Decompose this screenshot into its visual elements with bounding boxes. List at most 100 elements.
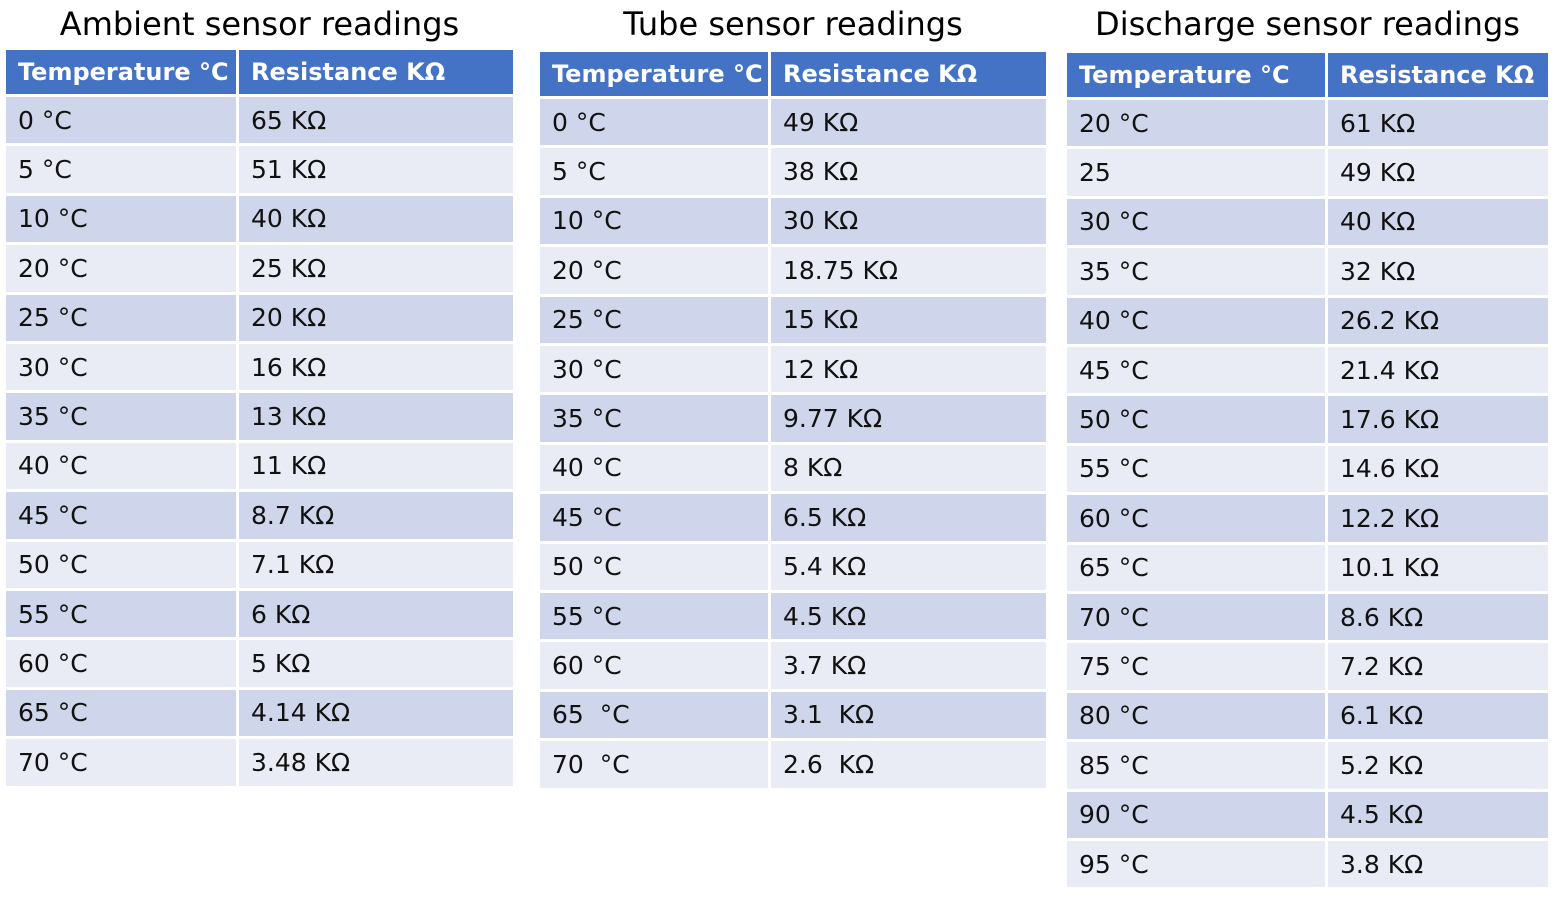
table-cell: 4.5 KΩ: [771, 593, 1046, 640]
table-cell: 6.1 KΩ: [1328, 692, 1548, 740]
header-cell: Temperature °C: [540, 52, 768, 96]
table-cell: 50 °C: [1067, 396, 1325, 443]
table-cell: 45 °C: [540, 494, 768, 541]
table-cell: 32 KΩ: [1328, 248, 1548, 295]
table-cell: 7.1 KΩ: [239, 541, 513, 588]
table-cell: 40 °C: [540, 444, 768, 492]
table-cell: 40 KΩ: [239, 195, 513, 243]
table-cell: 20 KΩ: [239, 294, 513, 341]
table-block: Ambient sensor readings Temperature °C Res…: [6, 0, 513, 899]
table-cell: 40 KΩ: [1328, 198, 1548, 246]
table-cell: 50 °C: [540, 543, 768, 590]
table-title: Discharge sensor readings: [1095, 5, 1520, 43]
table-cell: 13 KΩ: [239, 393, 513, 440]
table-cell: 5 KΩ: [239, 640, 513, 687]
table-cell: 90 °C: [1067, 791, 1325, 838]
table-cell: 5.4 KΩ: [771, 543, 1046, 590]
table-cell: 26.2 KΩ: [1328, 297, 1548, 344]
table-cell: 60 °C: [1067, 495, 1325, 542]
header-cell: Resistance KΩ: [771, 52, 1046, 96]
table-cell: 45 °C: [6, 492, 236, 539]
table-cell: 6 KΩ: [239, 591, 513, 638]
table-cell: 8 KΩ: [771, 444, 1046, 492]
table-cell: 8.7 KΩ: [239, 492, 513, 539]
header-cell: Resistance KΩ: [1328, 53, 1548, 97]
table-cell: 9.77 KΩ: [771, 395, 1046, 442]
table-cell: 65 KΩ: [239, 97, 513, 144]
table-cell: 10 °C: [6, 195, 236, 243]
table-cell: 7.2 KΩ: [1328, 643, 1548, 690]
table-cell: 0 °C: [540, 99, 768, 146]
table-cell: 5 °C: [6, 146, 236, 193]
table-cell: 65 °C: [1067, 544, 1325, 591]
table-cell: 30 °C: [540, 346, 768, 393]
table-cell: 0 °C: [6, 97, 236, 144]
table-cell: 10.1 KΩ: [1328, 544, 1548, 591]
table-cell: 3.48 KΩ: [239, 739, 513, 786]
table-cell: 20 °C: [6, 245, 236, 292]
table-cell: 17.6 KΩ: [1328, 396, 1548, 443]
table-cell: 60 °C: [540, 642, 768, 689]
table-cell: 15 KΩ: [771, 296, 1046, 343]
table-cell: 51 KΩ: [239, 146, 513, 193]
table-cell: 21.4 KΩ: [1328, 347, 1548, 394]
table-cell: 4.5 KΩ: [1328, 791, 1548, 838]
table-cell: 49 KΩ: [1328, 149, 1548, 196]
table-cell: 25: [1067, 149, 1325, 196]
table-cell: 16 KΩ: [239, 344, 513, 391]
table-cell: 25 °C: [6, 294, 236, 341]
table-cell: 35 °C: [1067, 248, 1325, 295]
table-cell: 61 KΩ: [1328, 100, 1548, 147]
table-cell: 3.8 KΩ: [1328, 841, 1548, 888]
table-cell: 10 °C: [540, 197, 768, 245]
table-cell: 12 KΩ: [771, 346, 1046, 393]
table-cell: 35 °C: [6, 393, 236, 440]
table-cell: 55 °C: [1067, 445, 1325, 493]
table-cell: 20 °C: [540, 247, 768, 294]
table-cell: 70 °C: [6, 739, 236, 786]
table-title: Tube sensor readings: [623, 5, 963, 43]
table-cell: 49 KΩ: [771, 99, 1046, 146]
table-cell: 12.2 KΩ: [1328, 495, 1548, 542]
table-title: Ambient sensor readings: [59, 5, 460, 43]
table-cell: 95 °C: [1067, 841, 1325, 888]
table-cell: 25 °C: [540, 296, 768, 343]
table-cell: 5 °C: [540, 148, 768, 195]
table-cell: 18.75 KΩ: [771, 247, 1046, 294]
table-cell: 45 °C: [1067, 347, 1325, 394]
table-cell: 4.14 KΩ: [239, 689, 513, 737]
table-cell: 3.7 KΩ: [771, 642, 1046, 689]
table-cell: 55 °C: [540, 593, 768, 640]
table-cell: 14.6 KΩ: [1328, 445, 1548, 493]
table-cell: 2.6 KΩ: [771, 741, 1046, 788]
table-block: Tube sensor readings Temperature °C Resist…: [540, 0, 1046, 899]
table-cell: 80 °C: [1067, 692, 1325, 740]
table-cell: 40 °C: [6, 442, 236, 490]
table-cell: 30 °C: [6, 344, 236, 391]
table-cell: 20 °C: [1067, 100, 1325, 147]
table-cell: 65 °C: [540, 691, 768, 739]
table-block: Discharge sensor readings Temperature °C R…: [1067, 0, 1548, 899]
table-cell: 70 °C: [540, 741, 768, 788]
table-cell: 3.1 KΩ: [771, 691, 1046, 739]
table-cell: 60 °C: [6, 640, 236, 687]
table-cell: 38 KΩ: [771, 148, 1046, 195]
table-cell: 8.6 KΩ: [1328, 594, 1548, 641]
table-cell: 25 KΩ: [239, 245, 513, 292]
table-cell: 40 °C: [1067, 297, 1325, 344]
table-cell: 70 °C: [1067, 594, 1325, 641]
table-cell: 6.5 KΩ: [771, 494, 1046, 541]
table-cell: 30 KΩ: [771, 197, 1046, 245]
table-cell: 55 °C: [6, 591, 236, 638]
table-cell: 11 KΩ: [239, 442, 513, 490]
table-cell: 35 °C: [540, 395, 768, 442]
header-cell: Temperature °C: [1067, 53, 1325, 97]
table-cell: 50 °C: [6, 541, 236, 588]
table-cell: 75 °C: [1067, 643, 1325, 690]
table-cell: 85 °C: [1067, 742, 1325, 789]
table-cell: 65 °C: [6, 689, 236, 737]
table-cell: 5.2 KΩ: [1328, 742, 1548, 789]
table-cell: 30 °C: [1067, 198, 1325, 246]
header-cell: Temperature °C: [6, 50, 236, 94]
